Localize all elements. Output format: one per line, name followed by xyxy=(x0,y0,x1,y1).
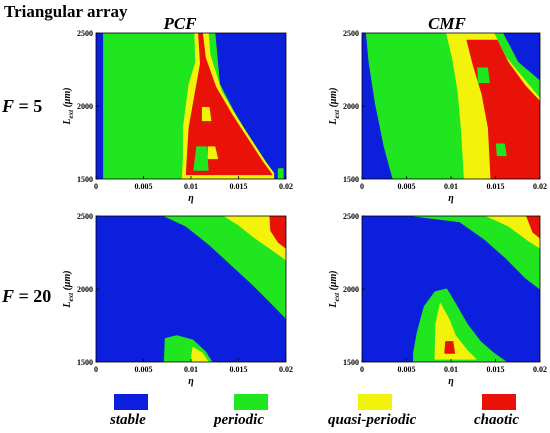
y-tick-label: 2500 xyxy=(77,29,93,38)
y-axis-label-main: L xyxy=(328,118,339,125)
panel-pcf-f5: 0 0.005 0.01 0.015 0.02 1500 2000 2500 η Lext (μm… xyxy=(62,29,293,204)
y-tick-label: 1500 xyxy=(343,358,359,367)
x-axis-label: η xyxy=(188,193,194,204)
legend-label-periodic: periodic xyxy=(214,412,264,428)
y-tick-label: 1500 xyxy=(343,175,359,184)
x-tick-label: 0 xyxy=(94,365,98,374)
y-axis-label-unit: (μm) xyxy=(62,87,73,110)
x-axis-label: η xyxy=(188,376,194,387)
x-tick-label: 0.015 xyxy=(230,182,248,191)
y-axis-label-unit: (μm) xyxy=(328,270,339,293)
region-stable-0 xyxy=(362,216,540,362)
y-tick-label: 2500 xyxy=(77,212,93,221)
region-periodic-2 xyxy=(277,168,284,179)
x-tick-label: 0 xyxy=(360,365,364,374)
legend-label-chaotic: chaotic xyxy=(474,412,519,428)
y-axis-label: Lext (μm) xyxy=(328,270,341,308)
region-chaotic-6 xyxy=(444,341,456,354)
y-axis-label: Lext (μm) xyxy=(62,87,75,125)
region-layer xyxy=(96,33,286,179)
region-periodic-4 xyxy=(477,67,490,84)
y-tick-label: 1500 xyxy=(77,175,93,184)
x-tick-label: 0.02 xyxy=(533,365,547,374)
y-axis-label-main: L xyxy=(62,301,73,308)
x-tick-label: 0.015 xyxy=(230,365,248,374)
panel-cmf-f20: 0 0.005 0.01 0.015 0.02 1500 2000 2500 η Lext (μm… xyxy=(328,212,547,387)
region-chaotic-3 xyxy=(269,216,286,249)
x-tick-label: 0.005 xyxy=(398,182,416,191)
legend-swatch-chaotic xyxy=(482,394,516,410)
row-label-f5: F = 5 xyxy=(2,96,42,117)
region-chaotic-3 xyxy=(526,216,540,239)
y-axis-label-unit: (μm) xyxy=(62,270,73,293)
x-tick-label: 0.02 xyxy=(279,182,293,191)
region-quasi-periodic-5 xyxy=(474,111,486,124)
legend-swatch-quasi-periodic xyxy=(358,394,392,410)
row-label-f5-eq: = xyxy=(14,96,34,116)
region-quasi-periodic-2 xyxy=(486,216,540,249)
y-tick-label: 2500 xyxy=(343,29,359,38)
region-periodic-6 xyxy=(495,143,507,157)
legend-label-quasi-periodic: quasi-periodic xyxy=(328,412,417,428)
y-axis-label-main: L xyxy=(62,118,73,125)
row-label-f20-eq: = xyxy=(14,286,34,306)
y-axis-label-main: L xyxy=(328,301,339,308)
region-quasi-periodic-6 xyxy=(207,146,219,160)
region-periodic-5 xyxy=(193,146,209,171)
y-axis-label: Lext (μm) xyxy=(62,270,75,308)
region-layer xyxy=(362,33,540,179)
panel-pcf-f20: 0 0.005 0.01 0.015 0.02 1500 2000 2500 η Lext (μm… xyxy=(62,212,293,387)
x-tick-label: 0.005 xyxy=(398,365,416,374)
y-axis-label-sub: ext xyxy=(333,292,341,302)
x-tick-label: 0.02 xyxy=(533,182,547,191)
region-quasi-periodic-8 xyxy=(201,107,212,122)
legend-swatch-periodic xyxy=(234,394,268,410)
region-layer xyxy=(362,216,540,362)
x-tick-label: 0.015 xyxy=(487,182,505,191)
region-quasi-periodic-5 xyxy=(190,346,209,362)
x-tick-label: 0.02 xyxy=(279,365,293,374)
x-tick-label: 0.01 xyxy=(444,365,458,374)
legend-label-stable: stable xyxy=(110,412,146,428)
y-tick-label: 2000 xyxy=(77,102,93,111)
column-title-cmf: CMF xyxy=(428,14,466,33)
y-axis-label-sub: ext xyxy=(333,109,341,119)
y-tick-label: 2000 xyxy=(77,285,93,294)
row-label-f20: F = 20 xyxy=(2,286,51,307)
y-axis-label-unit: (μm) xyxy=(328,87,339,110)
x-tick-label: 0 xyxy=(94,182,98,191)
x-tick-label: 0.005 xyxy=(135,182,153,191)
x-tick-label: 0.01 xyxy=(184,365,198,374)
y-axis-label-sub: ext xyxy=(67,292,75,302)
region-layer xyxy=(96,216,286,362)
x-axis-label: η xyxy=(448,376,454,387)
region-periodic-1 xyxy=(413,216,540,290)
row-label-f5-symbol: F xyxy=(2,96,15,116)
y-tick-label: 2000 xyxy=(343,285,359,294)
row-label-f20-value: 20 xyxy=(33,286,52,306)
region-periodic-1 xyxy=(163,216,286,319)
x-tick-label: 0 xyxy=(360,182,364,191)
legend-swatch-stable xyxy=(114,394,148,410)
x-tick-label: 0.01 xyxy=(444,182,458,191)
y-tick-label: 1500 xyxy=(77,358,93,367)
x-tick-label: 0.015 xyxy=(487,365,505,374)
y-axis-label: Lext (μm) xyxy=(328,87,341,125)
row-label-f20-symbol: F xyxy=(2,286,15,306)
region-chaotic-7 xyxy=(215,125,226,139)
region-chaotic-4 xyxy=(185,33,273,176)
y-tick-label: 2000 xyxy=(343,102,359,111)
x-axis-label: η xyxy=(448,193,454,204)
figure-title: Triangular array xyxy=(4,2,128,21)
y-tick-label: 2500 xyxy=(343,212,359,221)
row-label-f5-value: 5 xyxy=(33,96,43,116)
panel-cmf-f5: 0 0.005 0.01 0.015 0.02 1500 2000 2500 η Lext (μm… xyxy=(328,29,547,204)
x-tick-label: 0.01 xyxy=(184,182,198,191)
column-title-pcf: PCF xyxy=(163,14,197,33)
x-tick-label: 0.005 xyxy=(135,365,153,374)
y-axis-label-sub: ext xyxy=(67,109,75,119)
